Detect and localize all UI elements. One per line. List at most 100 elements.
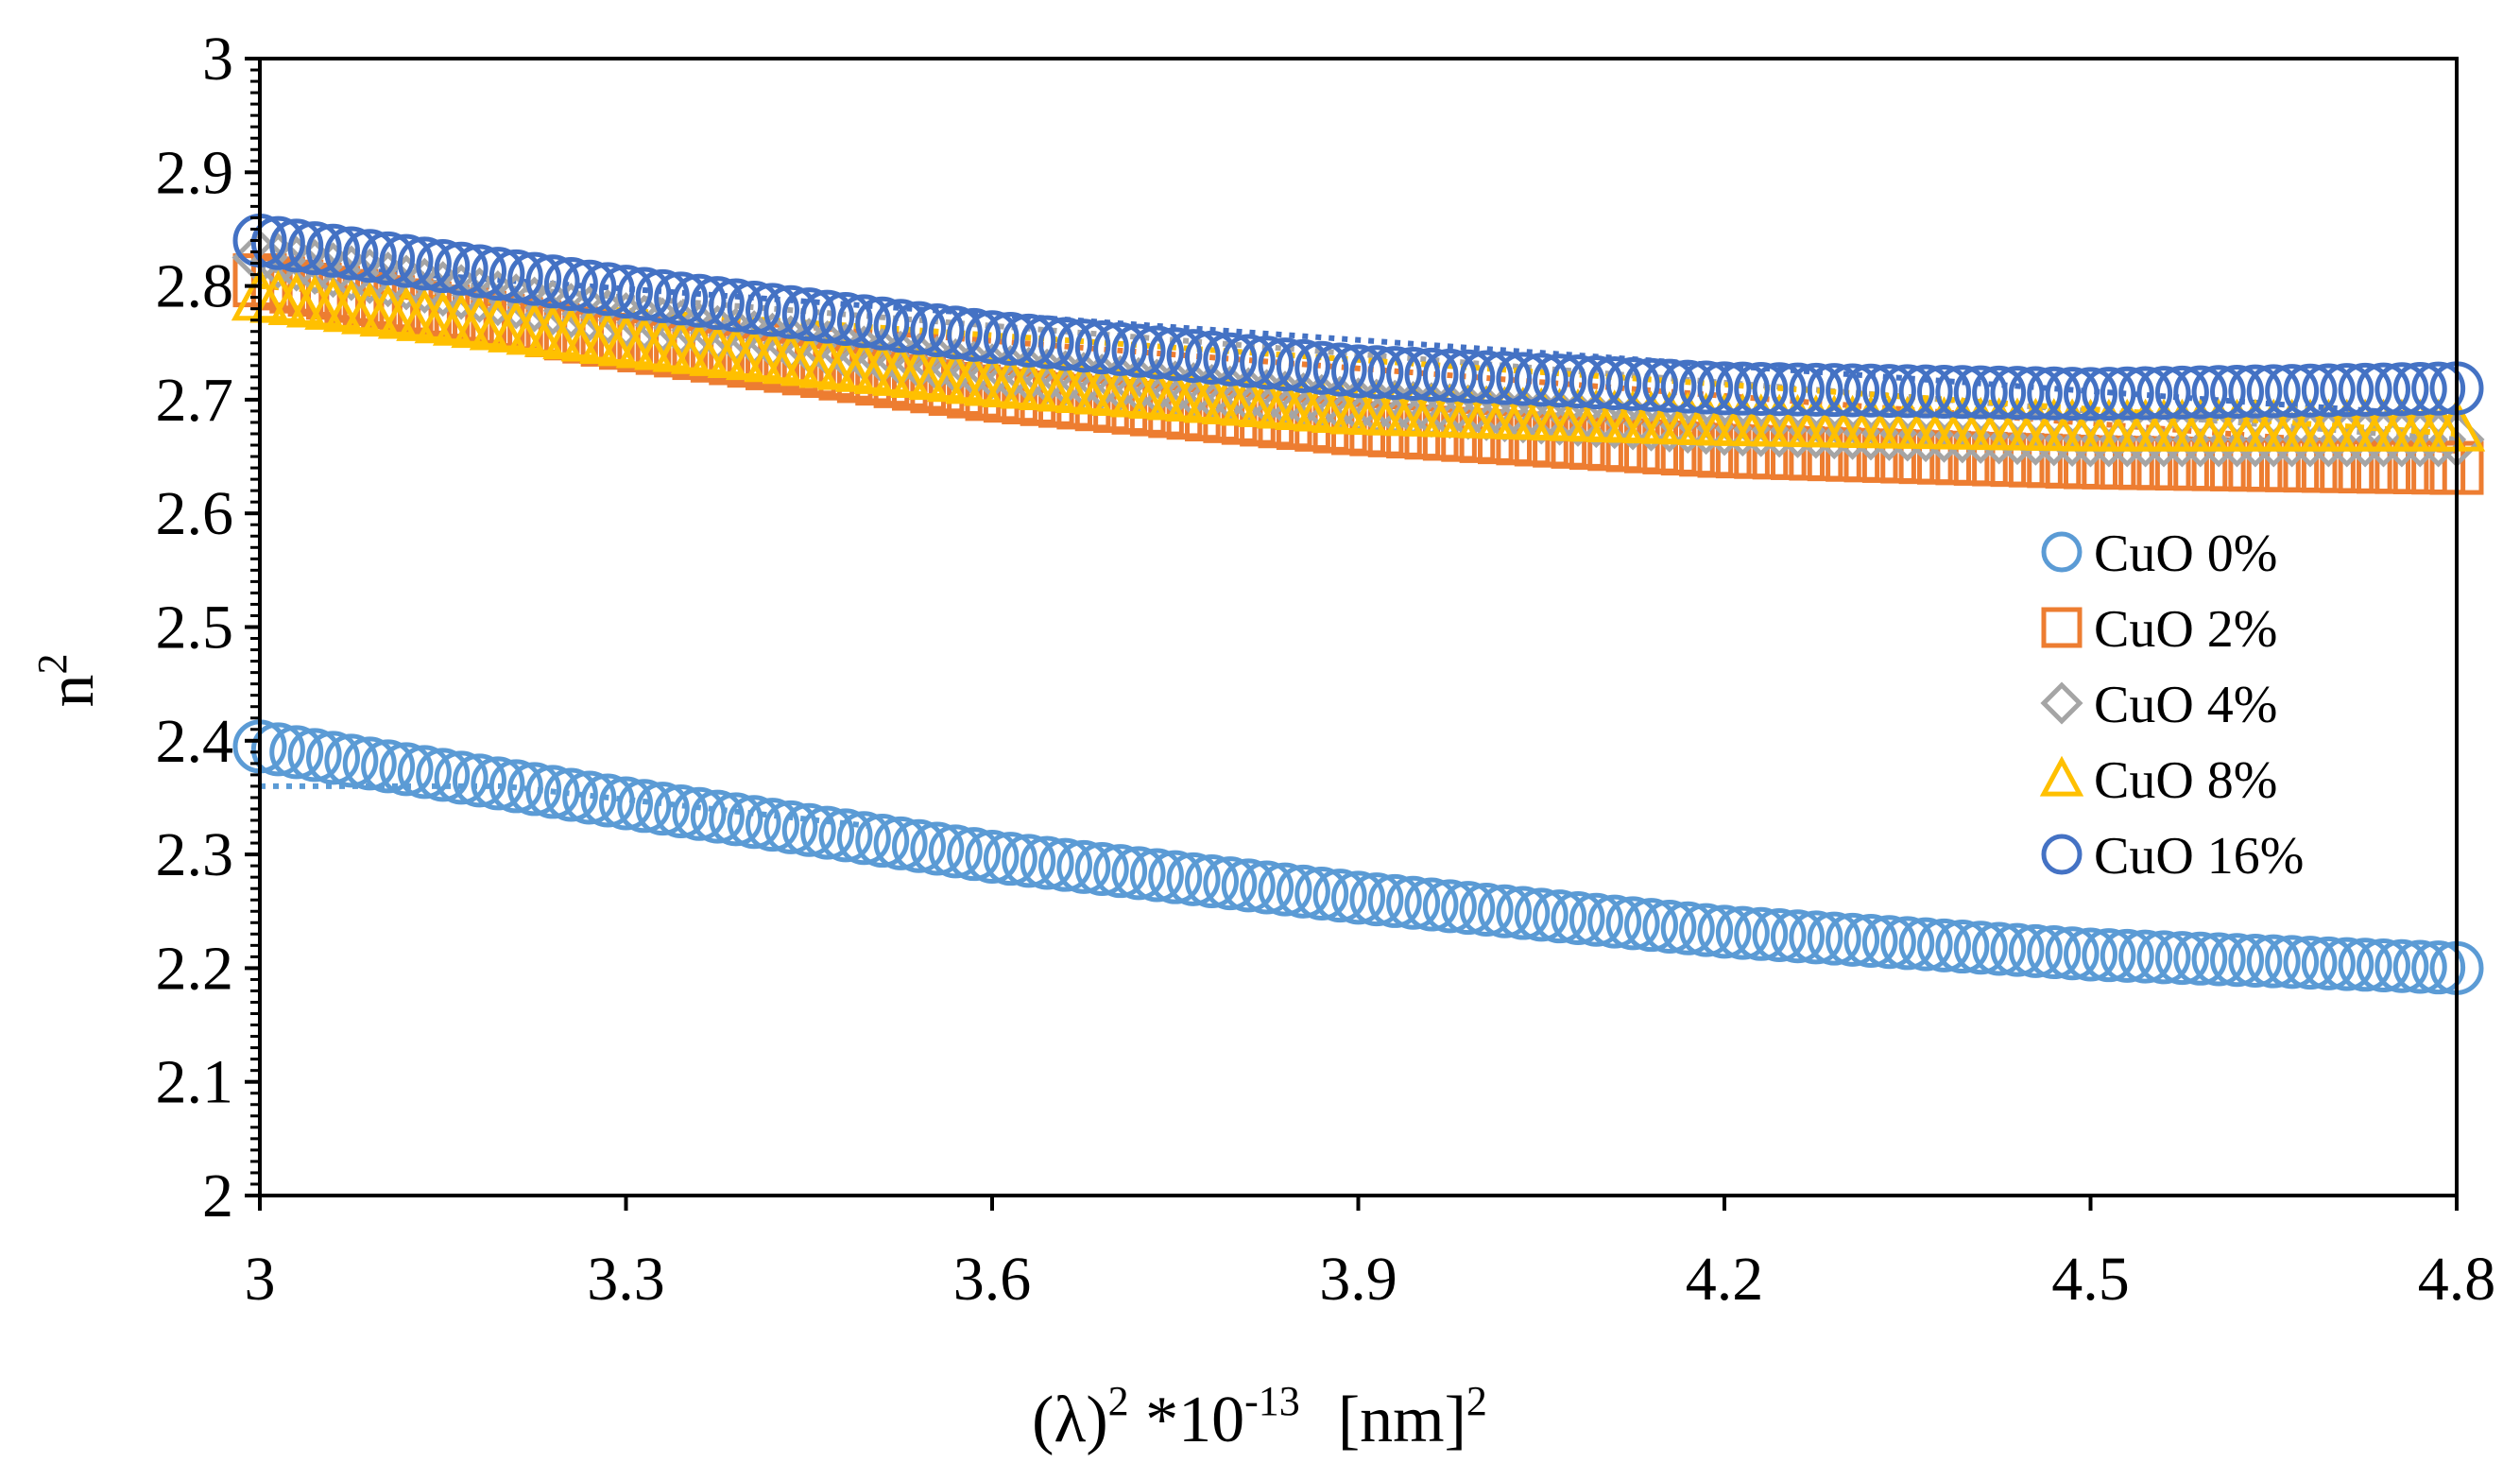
data-point xyxy=(1624,357,1678,412)
data-point xyxy=(1789,362,1843,417)
data-point xyxy=(2100,366,2154,421)
data-point xyxy=(2173,931,2228,986)
data-point xyxy=(1752,908,1807,963)
data-point xyxy=(2027,925,2082,980)
y-tick-label: 2.6 xyxy=(156,479,234,548)
data-point xyxy=(1386,347,1441,402)
data-point xyxy=(1788,403,1844,459)
trendline xyxy=(259,283,2458,437)
data-point xyxy=(2100,928,2154,983)
data-point xyxy=(1533,889,1587,944)
data-point xyxy=(2246,364,2301,419)
data-point xyxy=(1166,852,1221,906)
data-point xyxy=(1551,890,1605,945)
data-point xyxy=(1734,906,1789,961)
data-point xyxy=(2357,362,2410,417)
data-point xyxy=(2154,365,2209,420)
data-point xyxy=(379,233,434,288)
data-point xyxy=(1587,894,1642,949)
data-point xyxy=(1734,361,1789,416)
data-point xyxy=(361,231,416,285)
data-point xyxy=(2357,938,2410,993)
y-tick-label: 3 xyxy=(202,25,233,94)
data-point xyxy=(910,303,965,358)
x-axis-label-sup2: 2 xyxy=(1466,1378,1487,1424)
data-point xyxy=(635,782,690,836)
data-point xyxy=(1897,406,1954,463)
x-tick-label: 3.3 xyxy=(587,1245,665,1314)
legend-marker xyxy=(2039,755,2084,797)
data-point xyxy=(1514,353,1569,407)
data-point xyxy=(1221,858,1276,913)
data-point xyxy=(2338,938,2392,992)
data-point xyxy=(1880,916,1935,971)
y-tick-label: 2 xyxy=(202,1162,233,1230)
data-point xyxy=(2265,935,2320,990)
legend: CuO 0% CuO 2% CuO 4% CuO 8% CuO 16% xyxy=(2039,525,2304,886)
data-point xyxy=(1513,388,1569,445)
data-point xyxy=(1258,862,1312,917)
data-point xyxy=(1093,321,1148,376)
marker-layer xyxy=(231,213,2486,995)
data-point xyxy=(1276,864,1330,919)
data-point xyxy=(249,232,306,289)
data-point xyxy=(2374,362,2429,417)
data-point xyxy=(2246,934,2301,989)
data-point xyxy=(2064,367,2117,422)
y-tick-label: 2.4 xyxy=(156,707,234,776)
data-point xyxy=(489,759,543,814)
x-tick-label: 3.6 xyxy=(953,1245,1032,1314)
legend-marker xyxy=(2040,681,2083,725)
data-point xyxy=(654,271,709,326)
data-point xyxy=(580,773,635,828)
data-point xyxy=(2338,362,2392,417)
data-point xyxy=(1185,853,1239,908)
data-point xyxy=(1331,870,1385,925)
data-point xyxy=(2301,363,2356,418)
y-axis-label: n2 xyxy=(29,654,108,708)
data-point xyxy=(1807,363,1861,418)
data-point xyxy=(1990,922,2045,977)
data-point xyxy=(727,280,781,335)
data-point xyxy=(1478,884,1532,938)
x-axis-label-exp: -13 xyxy=(1244,1378,1300,1424)
data-point xyxy=(1496,886,1551,940)
data-point xyxy=(1860,404,1917,461)
data-point xyxy=(1367,873,1422,928)
data-point xyxy=(617,267,672,321)
data-point xyxy=(1349,872,1404,927)
trendline xyxy=(259,260,2458,420)
data-point xyxy=(1697,904,1752,959)
data-point xyxy=(1826,363,1880,418)
data-point xyxy=(1843,914,1898,969)
data-point xyxy=(2191,932,2246,987)
data-point xyxy=(983,312,1037,367)
data-point xyxy=(1240,860,1294,915)
x-axis-label: (λ)2 *10-13 [nm]2 xyxy=(1032,1378,1487,1456)
data-point xyxy=(471,247,525,301)
data-point xyxy=(1789,910,1843,965)
y-tick-label: 2.9 xyxy=(156,138,234,207)
data-point xyxy=(1441,349,1496,404)
data-point xyxy=(1111,323,1166,378)
data-point xyxy=(1935,365,1990,420)
y-tick-label: 2.5 xyxy=(156,594,234,663)
data-point xyxy=(2228,933,2283,988)
data-point xyxy=(1641,396,1698,453)
data-point xyxy=(287,221,342,276)
data-point xyxy=(1002,834,1056,888)
data-point xyxy=(1605,356,1660,411)
y-tick-label: 2.8 xyxy=(156,252,234,321)
data-point xyxy=(635,268,690,323)
data-point xyxy=(1715,361,1770,416)
data-point xyxy=(746,798,799,852)
data-point xyxy=(1917,364,1971,419)
data-point xyxy=(800,289,855,344)
data-point xyxy=(1459,882,1514,937)
data-point xyxy=(1660,901,1715,955)
data-point xyxy=(2045,367,2100,422)
data-point xyxy=(1733,401,1790,457)
data-point xyxy=(2118,366,2173,421)
data-point xyxy=(543,767,598,822)
